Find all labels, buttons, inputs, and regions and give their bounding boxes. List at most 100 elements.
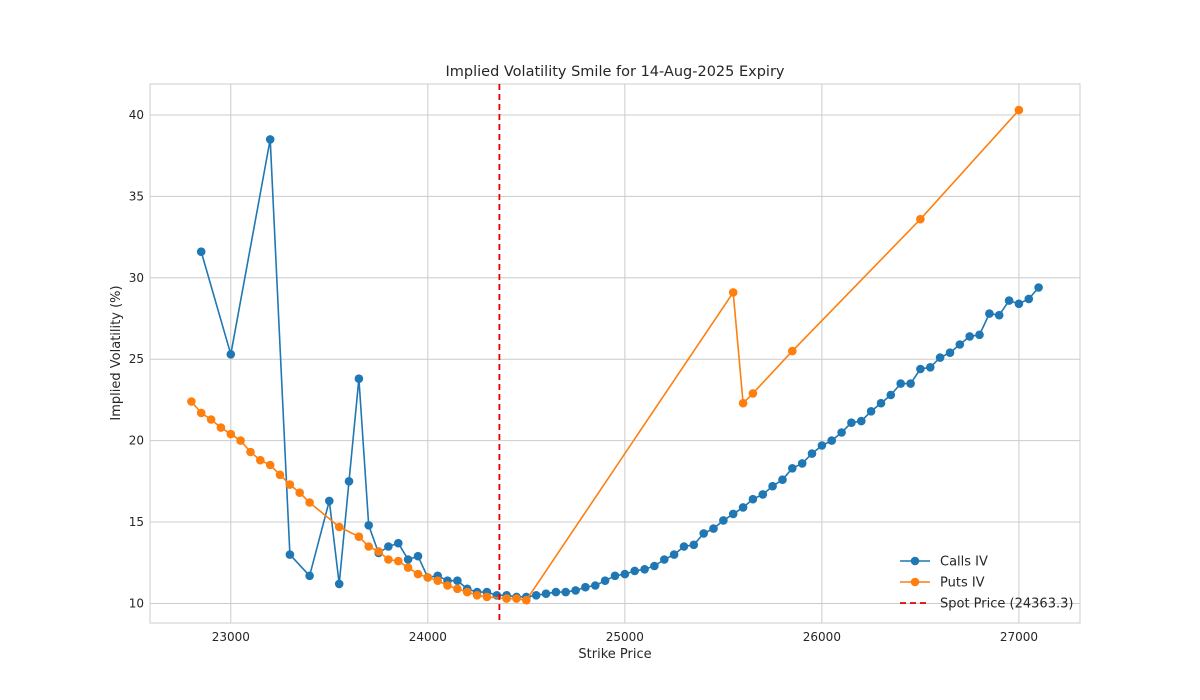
data-point bbox=[748, 389, 758, 398]
data-point bbox=[1014, 299, 1024, 309]
y-tick-label: 30 bbox=[129, 271, 144, 285]
data-point bbox=[453, 584, 462, 594]
data-point bbox=[255, 455, 265, 465]
legend: Calls IV Puts IV Spot Price (24363.3) bbox=[900, 555, 1073, 612]
data-point bbox=[305, 498, 314, 507]
data-point bbox=[334, 579, 344, 589]
data-point bbox=[394, 556, 403, 566]
legend-marker bbox=[910, 556, 920, 566]
data-point bbox=[719, 516, 728, 525]
data-point bbox=[196, 408, 206, 418]
data-point bbox=[265, 135, 275, 144]
data-point bbox=[443, 581, 452, 590]
data-point bbox=[522, 595, 531, 605]
data-point bbox=[187, 397, 196, 406]
data-point bbox=[571, 586, 580, 595]
data-point bbox=[857, 416, 866, 426]
data-point bbox=[837, 428, 846, 437]
data-point bbox=[246, 447, 255, 457]
data-point bbox=[699, 529, 708, 538]
data-point bbox=[1024, 294, 1034, 304]
data-point bbox=[985, 309, 994, 318]
data-point bbox=[758, 490, 768, 499]
data-point bbox=[453, 576, 462, 585]
data-point bbox=[384, 555, 393, 564]
x-tick-label: 25000 bbox=[606, 630, 644, 644]
x-axis-ticks: 23000 24000 25000 26000 27000 bbox=[212, 630, 1038, 644]
data-point bbox=[502, 594, 511, 603]
y-axis-ticks: 10 15 20 25 30 35 40 bbox=[129, 108, 144, 611]
data-point bbox=[482, 592, 492, 602]
data-point bbox=[384, 542, 393, 551]
data-point bbox=[374, 547, 383, 556]
data-point bbox=[827, 436, 836, 445]
data-point bbox=[610, 571, 620, 581]
data-point bbox=[817, 441, 827, 450]
data-point bbox=[472, 591, 482, 600]
x-axis-label: Strike Price bbox=[578, 647, 651, 662]
data-point bbox=[748, 494, 758, 504]
data-point bbox=[541, 589, 551, 598]
y-tick-label: 10 bbox=[129, 596, 144, 610]
y-tick-label: 15 bbox=[129, 515, 144, 529]
data-point bbox=[354, 374, 364, 384]
legend-label: Spot Price (24363.3) bbox=[940, 597, 1073, 612]
data-point bbox=[275, 470, 285, 480]
series-layer bbox=[187, 105, 1043, 605]
legend-item: Calls IV bbox=[900, 555, 988, 570]
y-tick-label: 25 bbox=[129, 352, 144, 366]
data-point bbox=[216, 423, 226, 432]
data-point bbox=[975, 330, 984, 340]
data-point bbox=[965, 332, 974, 341]
x-tick-label: 26000 bbox=[803, 630, 841, 644]
data-point bbox=[689, 540, 699, 550]
data-point bbox=[354, 532, 364, 541]
data-point bbox=[738, 398, 748, 408]
data-point bbox=[876, 398, 886, 408]
y-tick-label: 40 bbox=[129, 108, 144, 122]
data-point bbox=[1004, 296, 1014, 305]
data-point bbox=[561, 587, 570, 597]
data-point bbox=[916, 214, 925, 224]
data-point bbox=[660, 555, 669, 564]
data-point bbox=[334, 522, 344, 532]
data-point bbox=[226, 429, 236, 439]
legend-label: Calls IV bbox=[940, 555, 988, 570]
y-tick-label: 20 bbox=[129, 434, 144, 448]
data-point bbox=[403, 555, 413, 564]
legend-label: Puts IV bbox=[940, 576, 985, 591]
data-point bbox=[768, 481, 777, 491]
data-point bbox=[1034, 283, 1043, 292]
data-point bbox=[206, 415, 216, 424]
data-point bbox=[403, 563, 413, 572]
data-point bbox=[423, 573, 433, 582]
data-point bbox=[650, 561, 659, 571]
data-point bbox=[728, 288, 738, 297]
data-point bbox=[196, 247, 206, 256]
data-point bbox=[916, 364, 925, 374]
data-point bbox=[728, 509, 738, 519]
data-point bbox=[935, 353, 945, 362]
plot-area bbox=[149, 83, 1081, 624]
data-point bbox=[394, 538, 403, 548]
chart-title: Implied Volatility Smile for 14-Aug-2025… bbox=[445, 64, 784, 80]
data-point bbox=[896, 379, 905, 388]
data-point bbox=[285, 550, 295, 559]
data-point bbox=[669, 550, 679, 559]
data-point bbox=[325, 496, 334, 506]
data-point bbox=[462, 587, 472, 597]
data-point bbox=[344, 477, 354, 486]
data-point bbox=[620, 569, 630, 579]
data-point bbox=[630, 566, 639, 576]
data-point bbox=[1014, 105, 1024, 115]
data-point bbox=[226, 350, 236, 359]
data-point bbox=[945, 348, 955, 358]
data-point bbox=[679, 542, 689, 551]
legend-item: Puts IV bbox=[900, 576, 985, 591]
data-point bbox=[531, 591, 541, 600]
data-point bbox=[906, 379, 915, 388]
data-point bbox=[847, 418, 856, 428]
data-point bbox=[886, 390, 896, 400]
data-point bbox=[709, 524, 718, 533]
